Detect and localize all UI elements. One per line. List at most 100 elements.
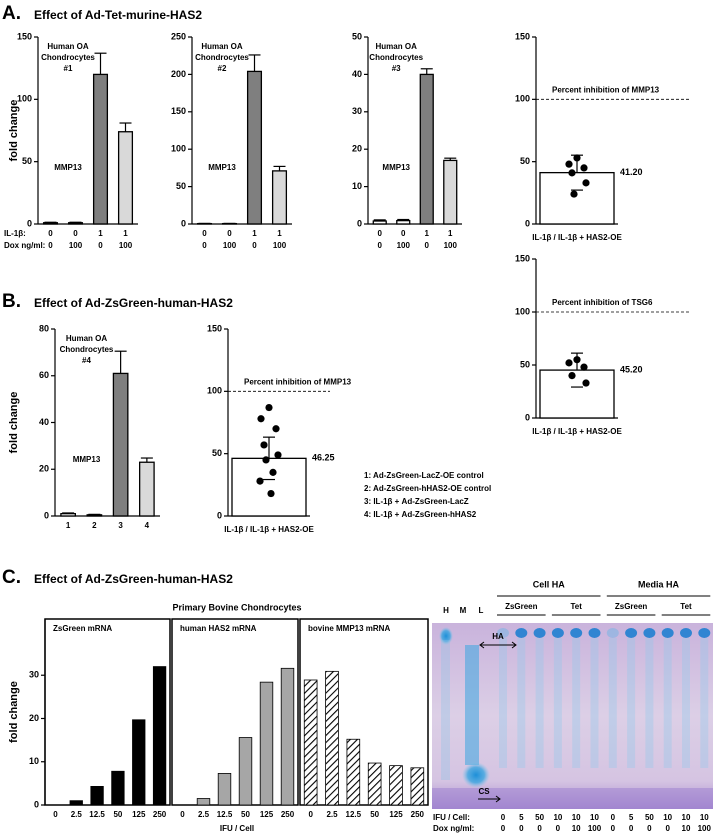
x-row-value: 100: [444, 241, 458, 250]
band-label: CS: [478, 787, 490, 796]
bar: [367, 762, 382, 806]
row-value: 0: [629, 824, 634, 833]
data-point: [582, 379, 590, 387]
x-tick-label: 50: [370, 810, 379, 819]
x-tick-label: 125: [389, 810, 403, 819]
arrow: [479, 641, 517, 649]
y-tick-label: 0: [181, 218, 186, 228]
x-tick-label: 0: [180, 810, 185, 819]
y-tick-label: 10: [352, 181, 362, 191]
x-row-value: 0: [202, 229, 207, 238]
series-label: MMP13: [208, 163, 236, 172]
x-row-value: 0: [252, 241, 257, 250]
bar: [60, 513, 76, 517]
y-tick-label: 100: [207, 386, 222, 396]
row-value: 0: [519, 824, 524, 833]
value-label: 41.20: [620, 167, 643, 177]
x-tick-label: IL-1β / IL-1β + HAS2-OE: [532, 427, 622, 436]
legend-label: human HAS2 mRNA: [180, 624, 257, 633]
x-tick-label: 50: [113, 810, 122, 819]
y-tick-label: 30: [352, 106, 362, 116]
x-tick-label: 125: [132, 810, 146, 819]
bar: [419, 73, 434, 225]
x-axis-label: IFU / Cell: [220, 824, 254, 833]
x-row-label: Dox ng/ml:: [4, 241, 45, 250]
row-value: 0: [537, 824, 542, 833]
x-tick-label: 50: [241, 810, 250, 819]
y-tick-label: 50: [520, 156, 530, 166]
panel-title: Effect of Ad-ZsGreen-human-HAS2: [34, 572, 233, 586]
legend-line: 3: IL-1β + Ad-ZsGreen-LacZ: [364, 497, 469, 506]
row-value: 0: [647, 824, 652, 833]
bar: [325, 670, 339, 806]
y-tick-label: 50: [22, 156, 32, 166]
row-value: 10: [590, 813, 599, 822]
y-tick-label: 50: [176, 181, 186, 191]
bar: [246, 70, 263, 225]
band-label: HA: [492, 632, 504, 641]
data-point: [265, 403, 273, 412]
y-tick-label: 0: [27, 218, 32, 228]
y-tick-label: 0: [44, 510, 49, 520]
annotation: Human OA: [376, 42, 418, 51]
bar: [410, 767, 425, 806]
row-value: 0: [611, 824, 616, 833]
y-tick-label: 0: [357, 218, 362, 228]
bar: [346, 738, 361, 806]
y-axis-label: fold change: [8, 681, 20, 743]
x-tick-label: 12.5: [89, 810, 105, 819]
annotation: Chondrocytes: [369, 53, 423, 62]
row-value: 0: [556, 824, 561, 833]
bar: [539, 369, 615, 419]
gel-smear: [553, 638, 562, 768]
gel-image: [432, 623, 713, 809]
series-label: MMP13: [73, 455, 101, 464]
y-tick-label: 200: [171, 69, 186, 79]
y-tick-label: 150: [171, 106, 186, 116]
gel-smear: [572, 638, 581, 768]
annotation: #3: [392, 64, 401, 73]
annotation: Human OA: [66, 334, 108, 343]
y-tick-label: 100: [515, 94, 530, 104]
x-tick-label: IL-1β / IL-1β + HAS2-OE: [224, 525, 314, 534]
data-point: [272, 425, 280, 433]
x-tick-label: 2: [92, 521, 97, 530]
y-tick-label: 20: [39, 464, 49, 474]
y-tick-label: 40: [352, 69, 362, 79]
y-tick-label: 40: [39, 417, 49, 427]
row-value: 100: [588, 824, 602, 833]
row-value: 100: [698, 824, 712, 833]
bar: [111, 770, 125, 806]
y-tick-label: 0: [525, 218, 530, 228]
y-tick-label: 30: [29, 670, 39, 680]
data-point: [573, 154, 581, 162]
x-row-value: 0: [378, 241, 383, 250]
x-row-value: 0: [98, 241, 103, 250]
data-point: [274, 451, 282, 459]
y-tick-label: 150: [515, 253, 530, 263]
y-tick-label: 0: [34, 799, 39, 809]
y-tick-label: 150: [515, 31, 530, 41]
reference-label: Percent inhibition of MMP13: [552, 85, 660, 94]
row-value: 10: [682, 813, 691, 822]
x-row-value: 1: [277, 229, 282, 238]
y-tick-label: 150: [17, 31, 32, 41]
lane-label: M: [460, 606, 467, 615]
gel-smear: [535, 638, 544, 768]
gel-band: [533, 628, 546, 638]
data-point: [267, 489, 275, 498]
bar: [231, 457, 307, 517]
y-axis-label: fold change: [8, 392, 20, 454]
bar: [90, 786, 104, 806]
row-label: IFU / Cell:: [433, 813, 470, 822]
x-tick-label: 4: [145, 521, 150, 530]
y-tick-label: 250: [171, 31, 186, 41]
x-tick-label: 125: [260, 810, 274, 819]
bar: [303, 679, 318, 806]
row-value: 0: [501, 813, 506, 822]
row-value: 10: [663, 813, 672, 822]
y-tick-label: 50: [212, 448, 222, 458]
legend-label: ZsGreen mRNA: [53, 624, 112, 633]
annotation: #1: [64, 64, 73, 73]
